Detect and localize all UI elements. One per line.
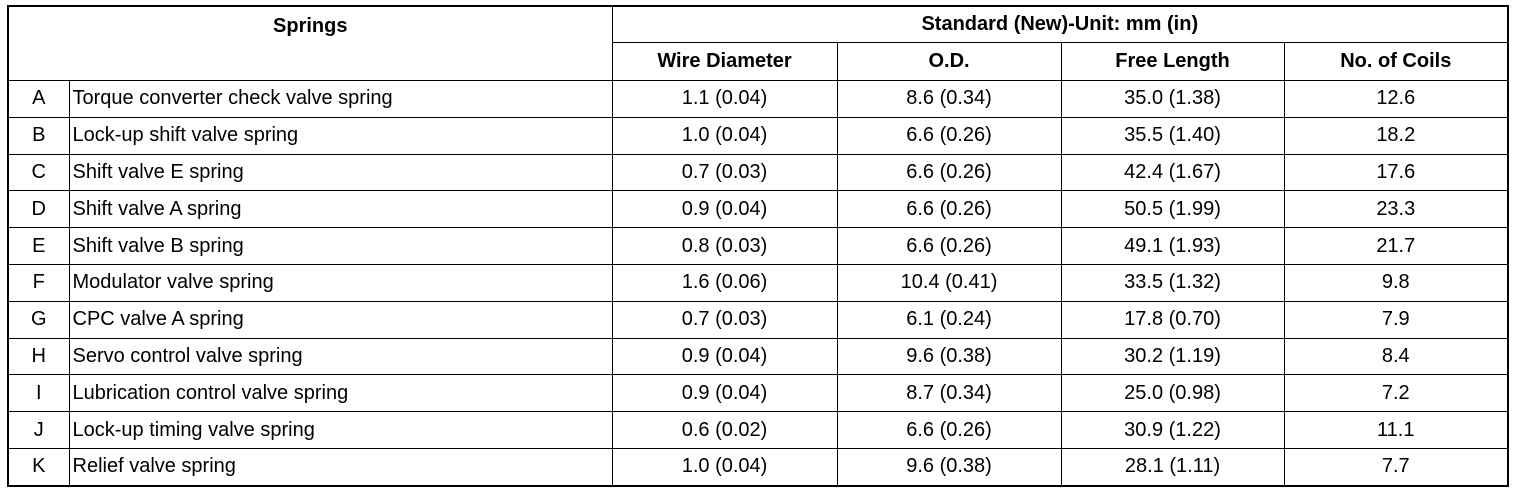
wire-diameter: 1.0 (0.04) bbox=[611, 447, 838, 487]
wire-diameter: 0.9 (0.04) bbox=[611, 190, 838, 229]
row-letter: C bbox=[7, 153, 70, 192]
free-length: 35.0 (1.38) bbox=[1060, 80, 1285, 118]
column-header: Wire Diameter bbox=[611, 42, 838, 81]
outer-diameter: 10.4 (0.41) bbox=[836, 263, 1062, 302]
column-header: O.D. bbox=[836, 42, 1062, 81]
outer-diameter: 6.6 (0.26) bbox=[836, 153, 1062, 192]
table-row: B Lock-up shift valve spring 1.0 (0.04) 6.6… bbox=[7, 116, 1509, 155]
outer-diameter: 6.6 (0.26) bbox=[836, 227, 1062, 265]
spring-name: Torque converter check valve spring bbox=[68, 80, 613, 118]
coil-count: 17.6 bbox=[1283, 153, 1509, 192]
coil-count: 7.2 bbox=[1283, 374, 1509, 413]
wire-diameter: 0.6 (0.02) bbox=[611, 411, 838, 449]
spring-name: Lock-up shift valve spring bbox=[68, 116, 613, 155]
free-length: 35.5 (1.40) bbox=[1060, 116, 1285, 155]
row-letter: B bbox=[7, 116, 70, 155]
wire-diameter: 0.9 (0.04) bbox=[611, 337, 838, 376]
row-letter: D bbox=[7, 190, 70, 229]
coil-count: 7.7 bbox=[1283, 447, 1509, 487]
free-length: 30.9 (1.22) bbox=[1060, 411, 1285, 449]
table-row: A Torque converter check valve spring 1.1 … bbox=[7, 80, 1509, 118]
free-length: 17.8 (0.70) bbox=[1060, 300, 1285, 339]
free-length: 50.5 (1.99) bbox=[1060, 190, 1285, 229]
free-length: 28.1 (1.11) bbox=[1060, 447, 1285, 487]
coil-count: 21.7 bbox=[1283, 227, 1509, 265]
coil-count: 9.8 bbox=[1283, 263, 1509, 302]
row-letter: G bbox=[7, 300, 70, 339]
header-row: Wire Diameter O.D. Free Length No. of Coils bbox=[8, 42, 1509, 81]
column-header: Free Length bbox=[1060, 42, 1285, 81]
outer-diameter: 8.6 (0.34) bbox=[836, 80, 1062, 118]
spring-name: Shift valve E spring bbox=[68, 153, 613, 192]
wire-diameter: 0.9 (0.04) bbox=[611, 374, 838, 413]
spring-name: CPC valve A spring bbox=[68, 300, 613, 339]
free-length: 30.2 (1.19) bbox=[1060, 337, 1285, 376]
header-row: Springs Standard (New)-Unit: mm (in) bbox=[7, 5, 1509, 81]
coil-count: 12.6 bbox=[1283, 80, 1509, 118]
row-letter: E bbox=[7, 227, 70, 265]
spring-name: Relief valve spring bbox=[68, 447, 613, 487]
coil-count: 11.1 bbox=[1283, 411, 1509, 449]
row-letter: F bbox=[7, 263, 70, 302]
table-row: K Relief valve spring 1.0 (0.04) 9.6 (0.38)… bbox=[7, 447, 1509, 487]
row-letter: H bbox=[7, 337, 70, 376]
wire-diameter: 0.8 (0.03) bbox=[611, 227, 838, 265]
free-length: 25.0 (0.98) bbox=[1060, 374, 1285, 413]
spring-name: Modulator valve spring bbox=[68, 263, 613, 302]
wire-diameter: 1.6 (0.06) bbox=[611, 263, 838, 302]
spring-name: Shift valve B spring bbox=[68, 227, 613, 265]
row-letter: J bbox=[7, 411, 70, 449]
row-letter: A bbox=[7, 80, 70, 118]
table-row: C Shift valve E spring 0.7 (0.03) 6.6 (0.26… bbox=[7, 153, 1509, 192]
coil-count: 18.2 bbox=[1283, 116, 1509, 155]
table-body: A Torque converter check valve spring 1.1 … bbox=[7, 80, 1509, 487]
table-row: I Lubrication control valve spring 0.9 (0.… bbox=[7, 374, 1509, 413]
free-length: 49.1 (1.93) bbox=[1060, 227, 1285, 265]
outer-diameter: 6.6 (0.26) bbox=[836, 411, 1062, 449]
wire-diameter: 0.7 (0.03) bbox=[611, 300, 838, 339]
free-length: 42.4 (1.67) bbox=[1060, 153, 1285, 192]
spring-name: Lock-up timing valve spring bbox=[68, 411, 613, 449]
row-letter: I bbox=[7, 374, 70, 413]
table-row: E Shift valve B spring 0.8 (0.03) 6.6 (0.26… bbox=[7, 227, 1509, 265]
table-row: D Shift valve A spring 0.9 (0.04) 6.6 (0.26… bbox=[7, 190, 1509, 229]
table-row: H Servo control valve spring 0.9 (0.04) 9.6… bbox=[7, 337, 1509, 376]
spring-name: Servo control valve spring bbox=[68, 337, 613, 376]
wire-diameter: 1.0 (0.04) bbox=[611, 116, 838, 155]
outer-diameter: 9.6 (0.38) bbox=[836, 447, 1062, 487]
spring-name: Lubrication control valve spring bbox=[68, 374, 613, 413]
wire-diameter: 1.1 (0.04) bbox=[611, 80, 838, 118]
springs-header: Springs bbox=[7, 5, 613, 81]
standard-header: Standard (New)-Unit: mm (in) bbox=[611, 5, 1509, 43]
spring-name: Shift valve A spring bbox=[68, 190, 613, 229]
wire-diameter: 0.7 (0.03) bbox=[611, 153, 838, 192]
row-letter: K bbox=[7, 447, 70, 487]
free-length: 33.5 (1.32) bbox=[1060, 263, 1285, 302]
outer-diameter: 6.6 (0.26) bbox=[836, 116, 1062, 155]
outer-diameter: 6.6 (0.26) bbox=[836, 190, 1062, 229]
outer-diameter: 9.6 (0.38) bbox=[836, 337, 1062, 376]
column-header: No. of Coils bbox=[1283, 42, 1509, 81]
coil-count: 8.4 bbox=[1283, 337, 1509, 376]
coil-count: 23.3 bbox=[1283, 190, 1509, 229]
table-row: J Lock-up timing valve spring 0.6 (0.02) 6.… bbox=[7, 411, 1509, 449]
table-row: F Modulator valve spring 1.6 (0.06) 10.4 (0… bbox=[7, 263, 1509, 302]
outer-diameter: 8.7 (0.34) bbox=[836, 374, 1062, 413]
coil-count: 7.9 bbox=[1283, 300, 1509, 339]
outer-diameter: 6.1 (0.24) bbox=[836, 300, 1062, 339]
table-row: G CPC valve A spring 0.7 (0.03) 6.1 (0.24) 1… bbox=[7, 300, 1509, 339]
springs-table: Springs Standard (New)-Unit: mm (in) Wir… bbox=[7, 5, 1510, 487]
